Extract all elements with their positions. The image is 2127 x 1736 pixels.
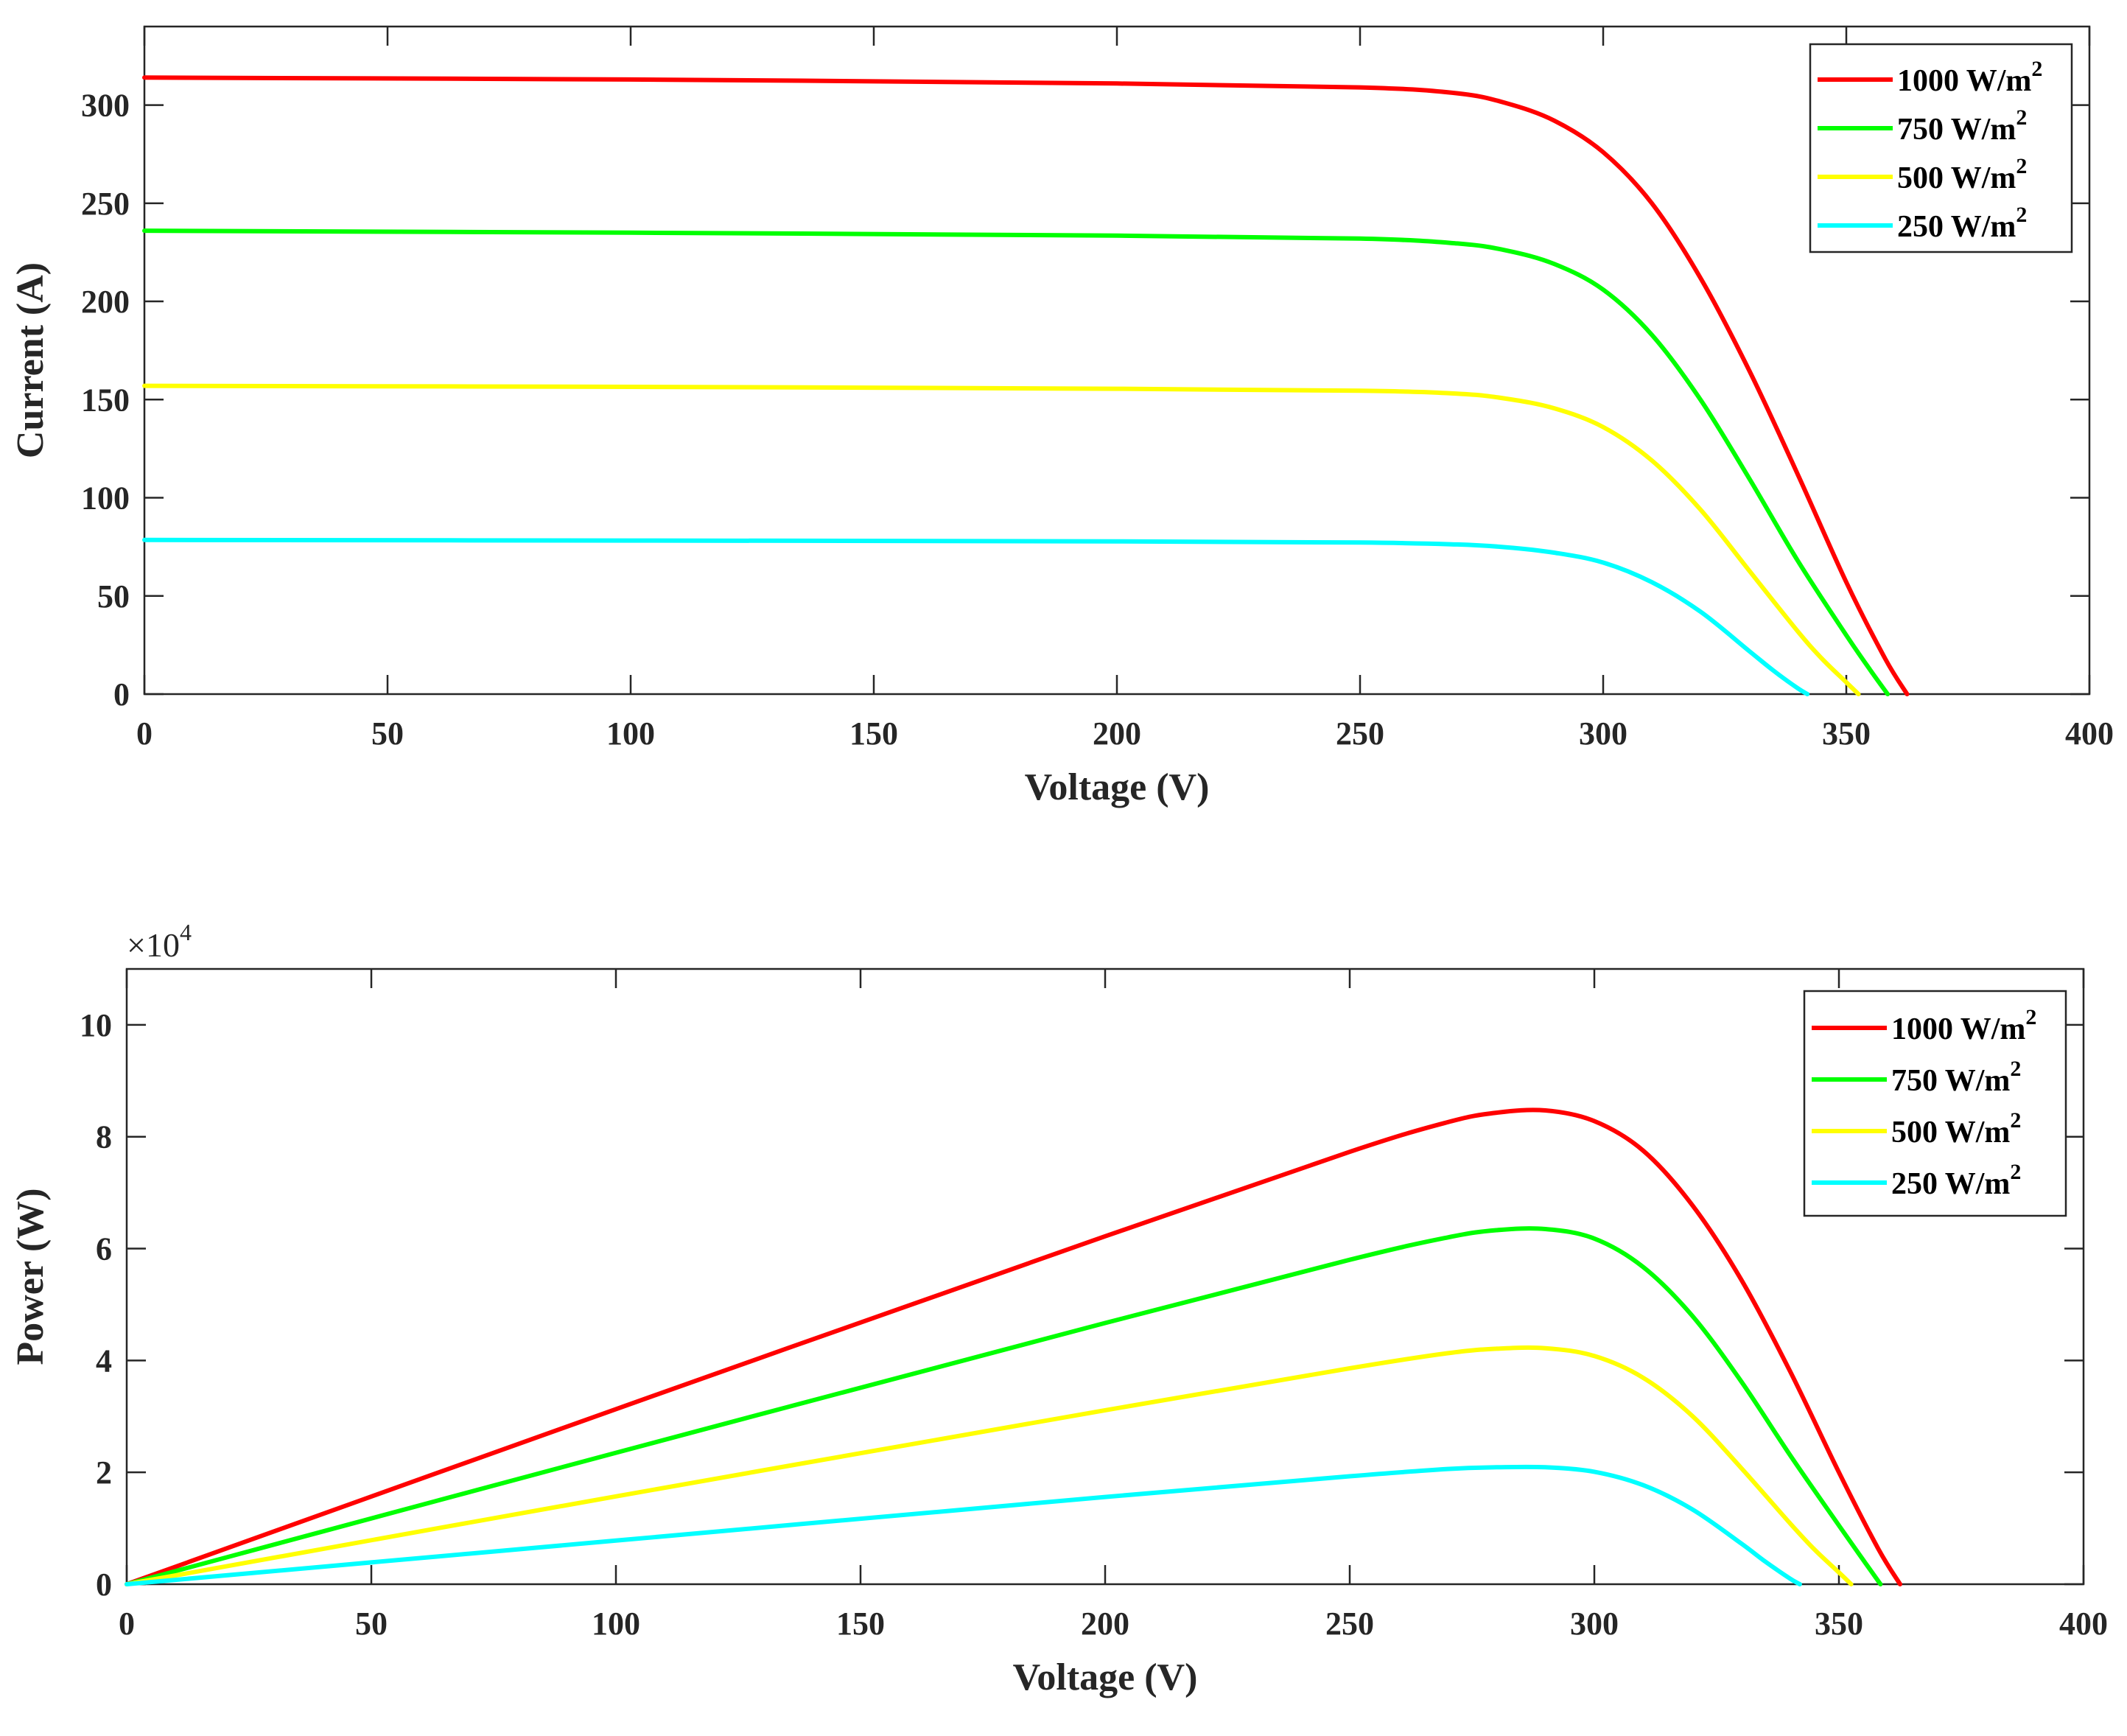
series-line-2: [125, 1226, 1883, 1586]
legend-item: 1000 W/m2: [1818, 57, 2042, 98]
y-tick-label: 2: [96, 1455, 112, 1491]
series-line-1: [125, 1107, 1902, 1586]
legend-item: 250 W/m2: [1818, 203, 2027, 244]
y-tick-label: 250: [81, 186, 130, 222]
x-tick-label: 0: [136, 715, 153, 752]
x-tick-label: 250: [1325, 1606, 1374, 1642]
legend-label: 1000 W/m2: [1897, 57, 2042, 98]
y-axis-label: Current (A): [10, 262, 52, 458]
legend-item: 750 W/m2: [1818, 105, 2027, 147]
legend-label: 250 W/m2: [1897, 203, 2027, 244]
x-tick-label: 100: [606, 715, 655, 752]
y-tick-label: 150: [81, 382, 130, 418]
legend-label: 500 W/m2: [1891, 1108, 2021, 1149]
legend-item: 250 W/m2: [1812, 1160, 2021, 1201]
y-tick-label: 0: [96, 1567, 112, 1603]
y-tick-label: 6: [96, 1231, 112, 1267]
x-tick-label: 350: [1822, 715, 1871, 752]
series-line-4: [125, 1464, 1802, 1586]
series-line-3: [125, 1345, 1854, 1586]
x-tick-label: 150: [836, 1606, 885, 1642]
x-tick-label: 400: [2065, 715, 2114, 752]
x-tick-label: 200: [1081, 1606, 1129, 1642]
chart-2: 0 50 100 150 200 250 300 350 400 0 2 4 6 8 10 Voltage (…: [10, 919, 2108, 1698]
x-tick-label: 300: [1570, 1606, 1619, 1642]
legend-label: 500 W/m2: [1897, 154, 2027, 195]
y-tick-label: 50: [97, 578, 130, 615]
x-tick-label: 50: [371, 715, 404, 752]
legend-item: 500 W/m2: [1818, 154, 2027, 195]
y-tick-label: 200: [81, 284, 130, 320]
legend-item: 1000 W/m2: [1812, 1005, 2036, 1046]
plot-area: [143, 25, 2091, 696]
x-tick-label: 250: [1336, 715, 1384, 752]
x-tick-label: 150: [849, 715, 898, 752]
legend: 1000 W/m2 750 W/m2 500 W/m2 250 W/m2: [1809, 43, 2073, 253]
x-tick-label: 300: [1579, 715, 1627, 752]
legend-item: 500 W/m2: [1812, 1108, 2021, 1149]
series-line-1: [142, 75, 1910, 696]
y-tick-label: 4: [96, 1343, 112, 1379]
x-tick-label: 100: [592, 1606, 640, 1642]
x-tick-label: 50: [355, 1606, 388, 1642]
x-tick-label: 400: [2059, 1606, 2108, 1642]
legend: 1000 W/m2 750 W/m2 500 W/m2 250 W/m2: [1803, 990, 2067, 1217]
y-tick-label: 0: [113, 676, 130, 713]
x-axis-label: Voltage (V): [1025, 766, 1210, 808]
x-axis-label: Voltage (V): [1013, 1656, 1198, 1698]
legend-label: 1000 W/m2: [1891, 1005, 2036, 1046]
y-tick-label: 10: [80, 1007, 112, 1043]
chart-1: 0 50 100 150 200 250 300 350 400 0 50 100 150 200 250 3…: [10, 25, 2114, 808]
y-tick-label: 100: [81, 480, 130, 517]
y-axis-label: Power (W): [10, 1188, 52, 1365]
legend-label: 750 W/m2: [1897, 105, 2027, 147]
legend-label: 750 W/m2: [1891, 1057, 2021, 1098]
x-tick-label: 200: [1093, 715, 1141, 752]
legend-label: 250 W/m2: [1891, 1160, 2021, 1201]
series-line-2: [142, 228, 1891, 696]
legend-item: 750 W/m2: [1812, 1057, 2021, 1098]
x-tick-label: 350: [1815, 1606, 1863, 1642]
y-tick-label: 300: [81, 88, 130, 124]
y-tick-label: 8: [96, 1119, 112, 1155]
x-tick-label: 0: [119, 1606, 135, 1642]
series-line-3: [142, 383, 1861, 696]
series-line-4: [142, 537, 1810, 696]
plot-area: [125, 967, 2085, 1586]
